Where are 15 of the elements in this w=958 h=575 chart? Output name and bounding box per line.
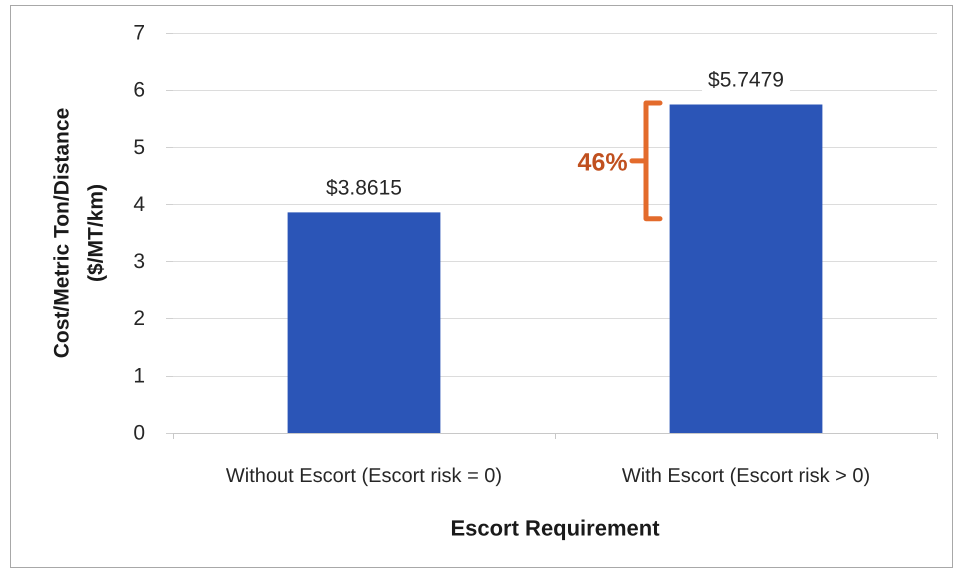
y-tick-label: 2 [133,307,145,330]
y-tick-label: 6 [133,78,145,102]
data-label: $5.7479 [708,68,784,92]
y-tick-label: 3 [133,250,145,274]
x-tick-label: Without Escort (Escort risk = 0) [226,465,502,487]
y-tick-label: 7 [133,22,145,44]
y-tick-label: 5 [133,136,145,159]
data-label: $3.8615 [326,176,402,200]
y-tick-label: 4 [133,192,146,216]
x-tick-label: With Escort (Escort risk > 0) [622,465,870,487]
y-tick-label: 0 [133,422,145,444]
y-axis-title: Cost/Metric Ton/Distance ($/MT/km) [50,108,108,358]
annotation: 46% [578,148,628,176]
x-axis-title: Escort Requirement [450,516,660,540]
y-tick-label: 1 [133,364,145,388]
